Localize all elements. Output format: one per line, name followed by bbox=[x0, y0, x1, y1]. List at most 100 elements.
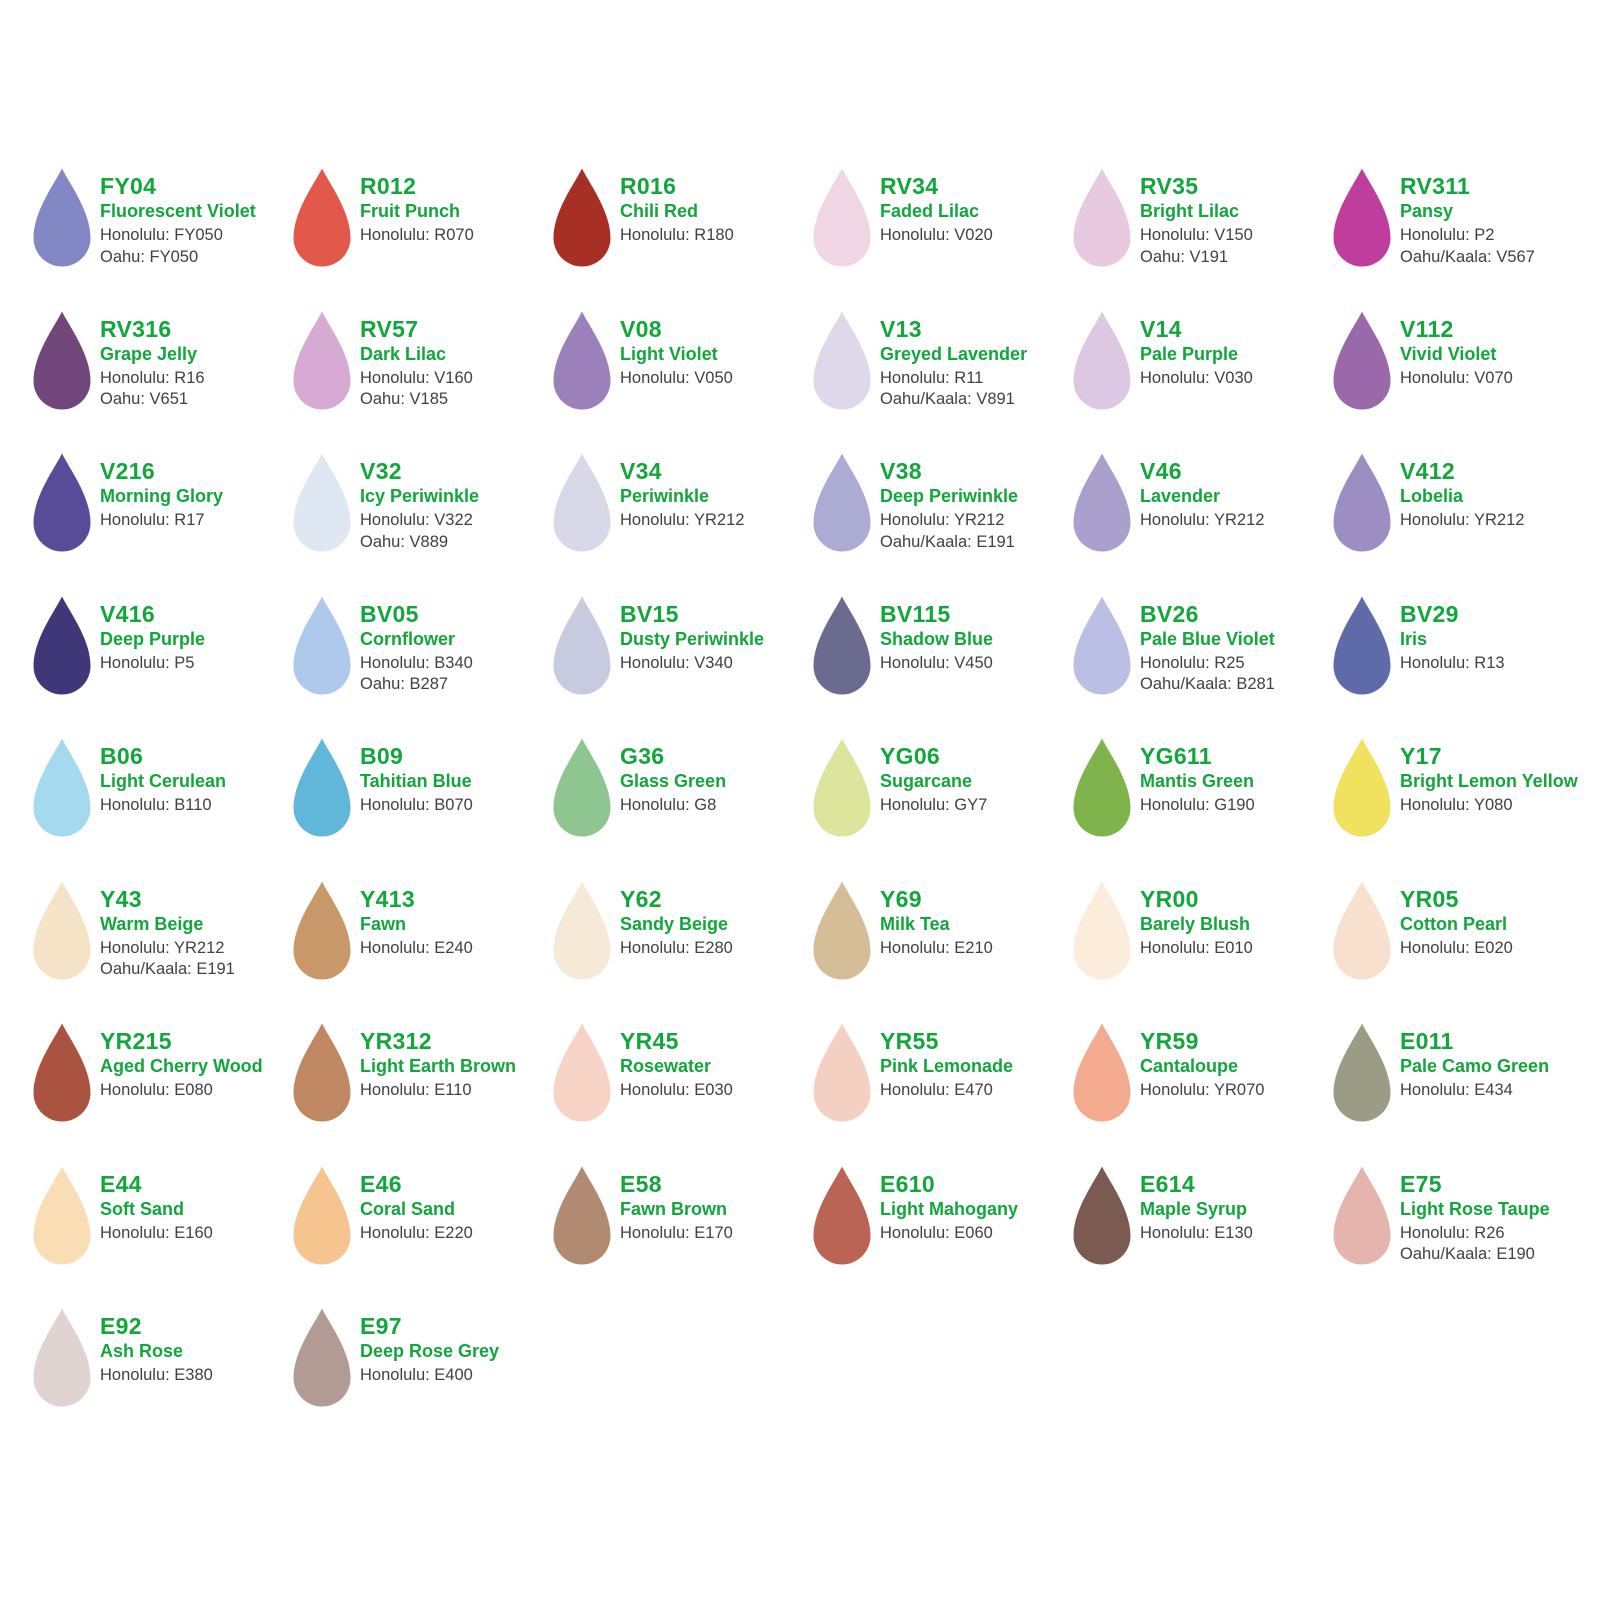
swatch-item: E614 Maple Syrup Honolulu: E130 bbox=[1073, 1164, 1333, 1307]
ink-drop-icon bbox=[293, 1308, 351, 1407]
equivalent-line: Honolulu: V070 bbox=[1400, 368, 1513, 387]
swatch-name: Light Cerulean bbox=[100, 771, 227, 791]
ink-drop-icon bbox=[553, 311, 611, 410]
swatch-info: V08 Light Violet Honolulu: V050 bbox=[620, 309, 733, 390]
equivalent-line: Honolulu: R070 bbox=[360, 226, 474, 244]
swatch-item: FY04 Fluorescent Violet Honolulu: FY050 O… bbox=[33, 166, 293, 309]
swatch-equivalents: Honolulu: E020 bbox=[1400, 938, 1513, 960]
swatch-info: V46 Lavender Honolulu: YR212 bbox=[1140, 451, 1264, 532]
ink-drop-icon bbox=[293, 1166, 351, 1265]
swatch-item: V38 Deep Periwinkle Honolulu: YR212 Oahu/… bbox=[813, 451, 1073, 594]
equivalent-line: Oahu: V651 bbox=[100, 390, 189, 408]
equivalent-line: Honolulu: GY7 bbox=[880, 796, 988, 814]
swatch-equivalents: Honolulu: B110 bbox=[100, 795, 226, 817]
swatch-name: Coral Sand bbox=[360, 1198, 456, 1219]
swatch-code: YR45 bbox=[620, 1028, 679, 1054]
swatch-info: E614 Maple Syrup Honolulu: E130 bbox=[1140, 1164, 1253, 1245]
swatch-item: G36 Glass Green Honolulu: G8 bbox=[553, 736, 813, 879]
swatch-item: Y43 Warm Beige Honolulu: YR212 Oahu/Kaala… bbox=[33, 879, 293, 1022]
equivalent-line: Honolulu: E080 bbox=[100, 1081, 213, 1099]
swatch-name: Vivid Violet bbox=[1400, 343, 1497, 364]
swatch-info: E46 Coral Sand Honolulu: E220 bbox=[360, 1164, 473, 1245]
swatch-info: RV311 Pansy Honolulu: P2 Oahu/Kaala: V567 bbox=[1400, 166, 1535, 268]
equivalent-line: Oahu: V889 bbox=[360, 532, 449, 551]
swatch-item: YR55 Pink Lemonade Honolulu: E470 bbox=[813, 1021, 1073, 1164]
swatch-code: RV34 bbox=[880, 173, 939, 199]
swatch-info: YR55 Pink Lemonade Honolulu: E470 bbox=[880, 1021, 1013, 1102]
swatch-info: R016 Chili Red Honolulu: R180 bbox=[620, 166, 734, 247]
swatch-equivalents: Honolulu: E220 bbox=[360, 1223, 473, 1245]
swatch-name: Icy Periwinkle bbox=[360, 486, 480, 506]
swatch-code: BV29 bbox=[1400, 600, 1459, 627]
ink-drop-icon bbox=[33, 1308, 91, 1407]
swatch-equivalents: Honolulu: FY050 Oahu: FY050 bbox=[100, 225, 256, 268]
equivalent-line: Honolulu: P2 bbox=[1400, 226, 1495, 244]
equivalent-line: Honolulu: Y080 bbox=[1400, 796, 1513, 814]
swatch-code: V112 bbox=[1400, 315, 1454, 342]
swatch-item: RV57 Dark Lilac Honolulu: V160 Oahu: V185 bbox=[293, 309, 553, 452]
equivalent-line: Honolulu: B110 bbox=[100, 796, 212, 814]
ink-drop-icon bbox=[293, 1023, 351, 1122]
swatch-item: R016 Chili Red Honolulu: R180 bbox=[553, 166, 813, 309]
swatch-equivalents: Honolulu: E080 bbox=[100, 1080, 263, 1102]
ink-drop-icon bbox=[293, 596, 351, 695]
equivalent-line: Oahu/Kaala: E190 bbox=[1400, 1245, 1535, 1263]
swatch-name: Grape Jelly bbox=[100, 343, 198, 364]
swatch-info: V38 Deep Periwinkle Honolulu: YR212 Oahu/… bbox=[880, 451, 1018, 553]
swatch-code: E610 bbox=[880, 1170, 935, 1197]
equivalent-line: Oahu: B287 bbox=[360, 675, 449, 693]
ink-drop-icon bbox=[1073, 738, 1131, 837]
equivalent-line: Honolulu: V030 bbox=[1140, 368, 1253, 387]
swatch-code: YR59 bbox=[1140, 1028, 1199, 1054]
swatch-info: V112 Vivid Violet Honolulu: V070 bbox=[1400, 309, 1513, 390]
swatch-info: V416 Deep Purple Honolulu: P5 bbox=[100, 594, 205, 675]
swatch-item: Y69 Milk Tea Honolulu: E210 bbox=[813, 879, 1073, 1022]
equivalent-line: Honolulu: R25 bbox=[1140, 653, 1245, 672]
swatch-name: Sandy Beige bbox=[620, 913, 729, 934]
swatch-info: FY04 Fluorescent Violet Honolulu: FY050 O… bbox=[100, 166, 256, 268]
swatch-info: YR215 Aged Cherry Wood Honolulu: E080 bbox=[100, 1021, 263, 1102]
swatch-info: V14 Pale Purple Honolulu: V030 bbox=[1140, 309, 1253, 390]
swatch-name: Ash Rose bbox=[100, 1341, 184, 1361]
swatch-item: V34 Periwinkle Honolulu: YR212 bbox=[553, 451, 813, 594]
swatch-code: YR312 bbox=[360, 1028, 432, 1054]
swatch-name: Pansy bbox=[1400, 201, 1454, 221]
ink-drop-icon bbox=[33, 596, 91, 695]
swatch-code: V08 bbox=[620, 315, 662, 342]
swatch-name: Bright Lemon Yellow bbox=[1400, 771, 1578, 791]
equivalent-line: Oahu/Kaala: E191 bbox=[880, 532, 1015, 551]
swatch-info: B09 Tahitian Blue Honolulu: B070 bbox=[360, 736, 473, 817]
swatch-info: E610 Light Mahogany Honolulu: E060 bbox=[880, 1164, 1018, 1245]
swatch-code: V216 bbox=[100, 458, 155, 484]
swatch-equivalents: Honolulu: E280 bbox=[620, 938, 733, 960]
equivalent-line: Honolulu: E280 bbox=[620, 938, 733, 957]
ink-drop-icon bbox=[553, 881, 611, 980]
swatch-code: V412 bbox=[1400, 458, 1455, 484]
ink-drop-icon bbox=[813, 881, 871, 980]
swatch-item: Y413 Fawn Honolulu: E240 bbox=[293, 879, 553, 1022]
swatch-name: Dark Lilac bbox=[360, 343, 447, 364]
swatch-name: Mantis Green bbox=[1140, 771, 1255, 791]
swatch-equivalents: Honolulu: V340 bbox=[620, 653, 764, 675]
swatch-code: RV316 bbox=[100, 315, 172, 342]
swatch-info: BV15 Dusty Periwinkle Honolulu: V340 bbox=[620, 594, 764, 675]
swatch-code: BV15 bbox=[620, 600, 679, 627]
swatch-equivalents: Honolulu: YR212 Oahu/Kaala: E191 bbox=[100, 938, 235, 981]
equivalent-line: Honolulu: E160 bbox=[100, 1223, 213, 1242]
swatch-item: E011 Pale Camo Green Honolulu: E434 bbox=[1333, 1021, 1593, 1164]
swatch-equivalents: Honolulu: E030 bbox=[620, 1080, 733, 1102]
swatch-info: RV34 Faded Lilac Honolulu: V020 bbox=[880, 166, 993, 247]
equivalent-line: Honolulu: E400 bbox=[360, 1366, 473, 1384]
swatch-item: Y17 Bright Lemon Yellow Honolulu: Y080 bbox=[1333, 736, 1593, 879]
ink-drop-icon bbox=[1073, 1166, 1131, 1265]
swatch-equivalents: Honolulu: V322 Oahu: V889 bbox=[360, 510, 479, 553]
swatch-name: Deep Periwinkle bbox=[880, 486, 1019, 506]
ink-drop-icon bbox=[1073, 311, 1131, 410]
swatch-item: E75 Light Rose Taupe Honolulu: R26 Oahu/K… bbox=[1333, 1164, 1593, 1307]
swatch-code: B09 bbox=[360, 743, 404, 769]
swatch-item: E46 Coral Sand Honolulu: E220 bbox=[293, 1164, 553, 1307]
swatch-info: YR59 Cantaloupe Honolulu: YR070 bbox=[1140, 1021, 1264, 1102]
equivalent-line: Honolulu: R180 bbox=[620, 226, 734, 244]
swatch-equivalents: Honolulu: E170 bbox=[620, 1223, 733, 1245]
swatch-code: YR00 bbox=[1140, 885, 1199, 912]
